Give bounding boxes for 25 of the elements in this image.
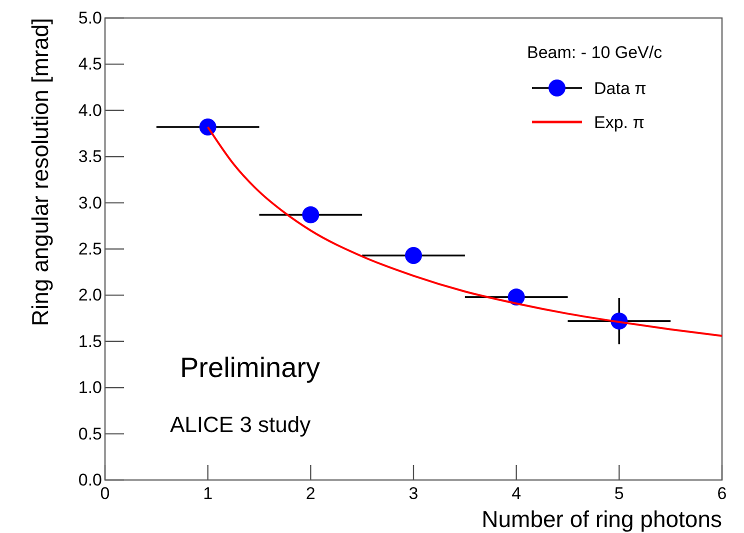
- y-tick-label: 0.0: [78, 470, 102, 490]
- x-tick-label: 4: [512, 484, 522, 503]
- x-tick-label: 1: [203, 484, 213, 503]
- y-tick-label: 1.0: [78, 378, 102, 398]
- x-tick-label: 5: [614, 484, 624, 503]
- y-tick-label: 1.5: [78, 332, 102, 351]
- y-tick-label: 3.5: [78, 147, 102, 166]
- y-tick-label: 5.0: [78, 8, 102, 28]
- x-axis-title: Number of ring photons: [482, 506, 722, 532]
- x-tick-label: 6: [717, 484, 727, 503]
- legend-label: Exp. π: [594, 113, 644, 132]
- x-tick-label: 0: [100, 484, 110, 503]
- y-tick-label: 0.5: [78, 424, 102, 444]
- legend-title: Beam: - 10 GeV/c: [527, 43, 663, 62]
- y-tick-label: 3.0: [78, 193, 102, 212]
- y-tick-label: 2.5: [78, 240, 102, 258]
- y-tick-label: 2.0: [78, 286, 102, 305]
- x-tick-label: 2: [306, 484, 316, 503]
- x-tick-label: 3: [408, 484, 418, 503]
- annotation: Preliminary: [180, 352, 320, 383]
- annotation: ALICE 3 study: [170, 412, 311, 437]
- y-axis-title: Ring angular resolution [mrad]: [27, 18, 53, 326]
- y-tick-label: 4.5: [78, 54, 102, 74]
- legend-label: Data π: [594, 79, 646, 98]
- y-tick-label: 4.0: [78, 100, 102, 120]
